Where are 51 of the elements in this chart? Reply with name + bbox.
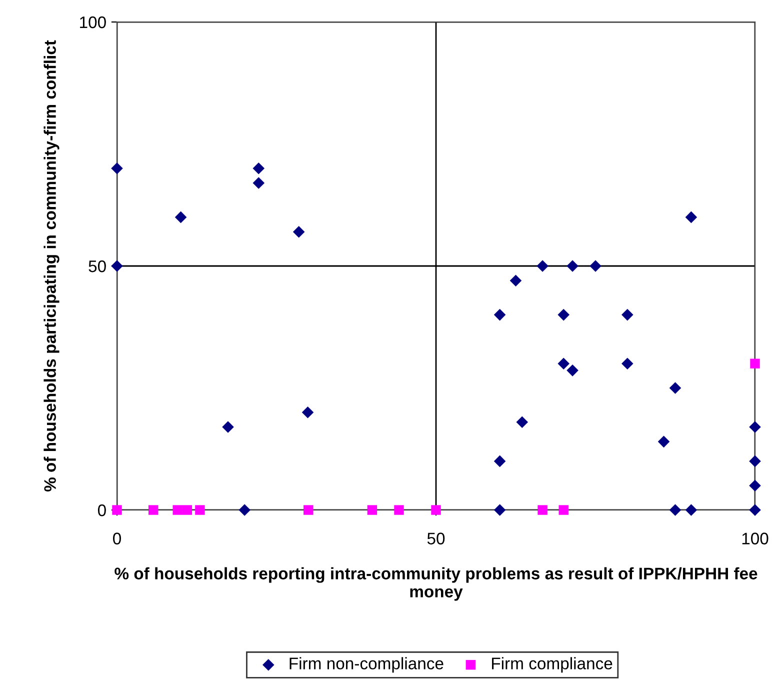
- point: [148, 505, 158, 515]
- y-tick-label: 50: [88, 260, 106, 272]
- y-tick-label: 0: [98, 504, 106, 516]
- point: [590, 260, 602, 272]
- legend-label: Firm non-compliance: [290, 657, 444, 673]
- point: [669, 382, 682, 394]
- legend-label: Firm compliance: [492, 657, 612, 673]
- point: [292, 226, 305, 238]
- x-tick-label: 0: [113, 532, 121, 544]
- point: [494, 455, 506, 468]
- point: [558, 358, 570, 370]
- point: [558, 308, 570, 321]
- point: [510, 274, 522, 287]
- point: [536, 260, 548, 272]
- point: [558, 505, 568, 515]
- point: [394, 505, 404, 515]
- point: [749, 504, 761, 516]
- point: [367, 505, 378, 515]
- x-tick-label: 50: [427, 532, 445, 544]
- point: [252, 177, 265, 189]
- point: [516, 416, 528, 428]
- point: [182, 505, 192, 515]
- y-axis-title: % of households participating in community-firm conflict: [44, 40, 60, 492]
- point: [749, 455, 761, 468]
- point: [238, 504, 250, 516]
- y-tick-label: 100: [80, 16, 106, 28]
- point: [538, 505, 548, 515]
- point: [111, 162, 123, 174]
- point: [685, 211, 698, 224]
- point: [174, 211, 187, 224]
- point: [111, 260, 123, 272]
- point: [494, 308, 506, 321]
- point: [749, 480, 761, 492]
- point: [566, 364, 578, 376]
- point: [494, 504, 506, 516]
- point: [566, 260, 578, 272]
- point: [302, 406, 314, 418]
- point: [172, 505, 182, 515]
- point: [252, 162, 265, 174]
- point: [669, 504, 682, 516]
- point: [304, 505, 314, 515]
- point: [685, 504, 698, 516]
- point: [195, 505, 205, 515]
- point: [658, 436, 670, 448]
- point: [622, 358, 634, 370]
- point: [750, 358, 760, 368]
- x-tick-label: 100: [742, 532, 768, 544]
- point: [749, 421, 761, 433]
- x-axis-title: % of households reporting intra-community problems as result of IPPK/HPHH fee money: [114, 567, 758, 601]
- point: [222, 421, 234, 433]
- point: [622, 308, 634, 321]
